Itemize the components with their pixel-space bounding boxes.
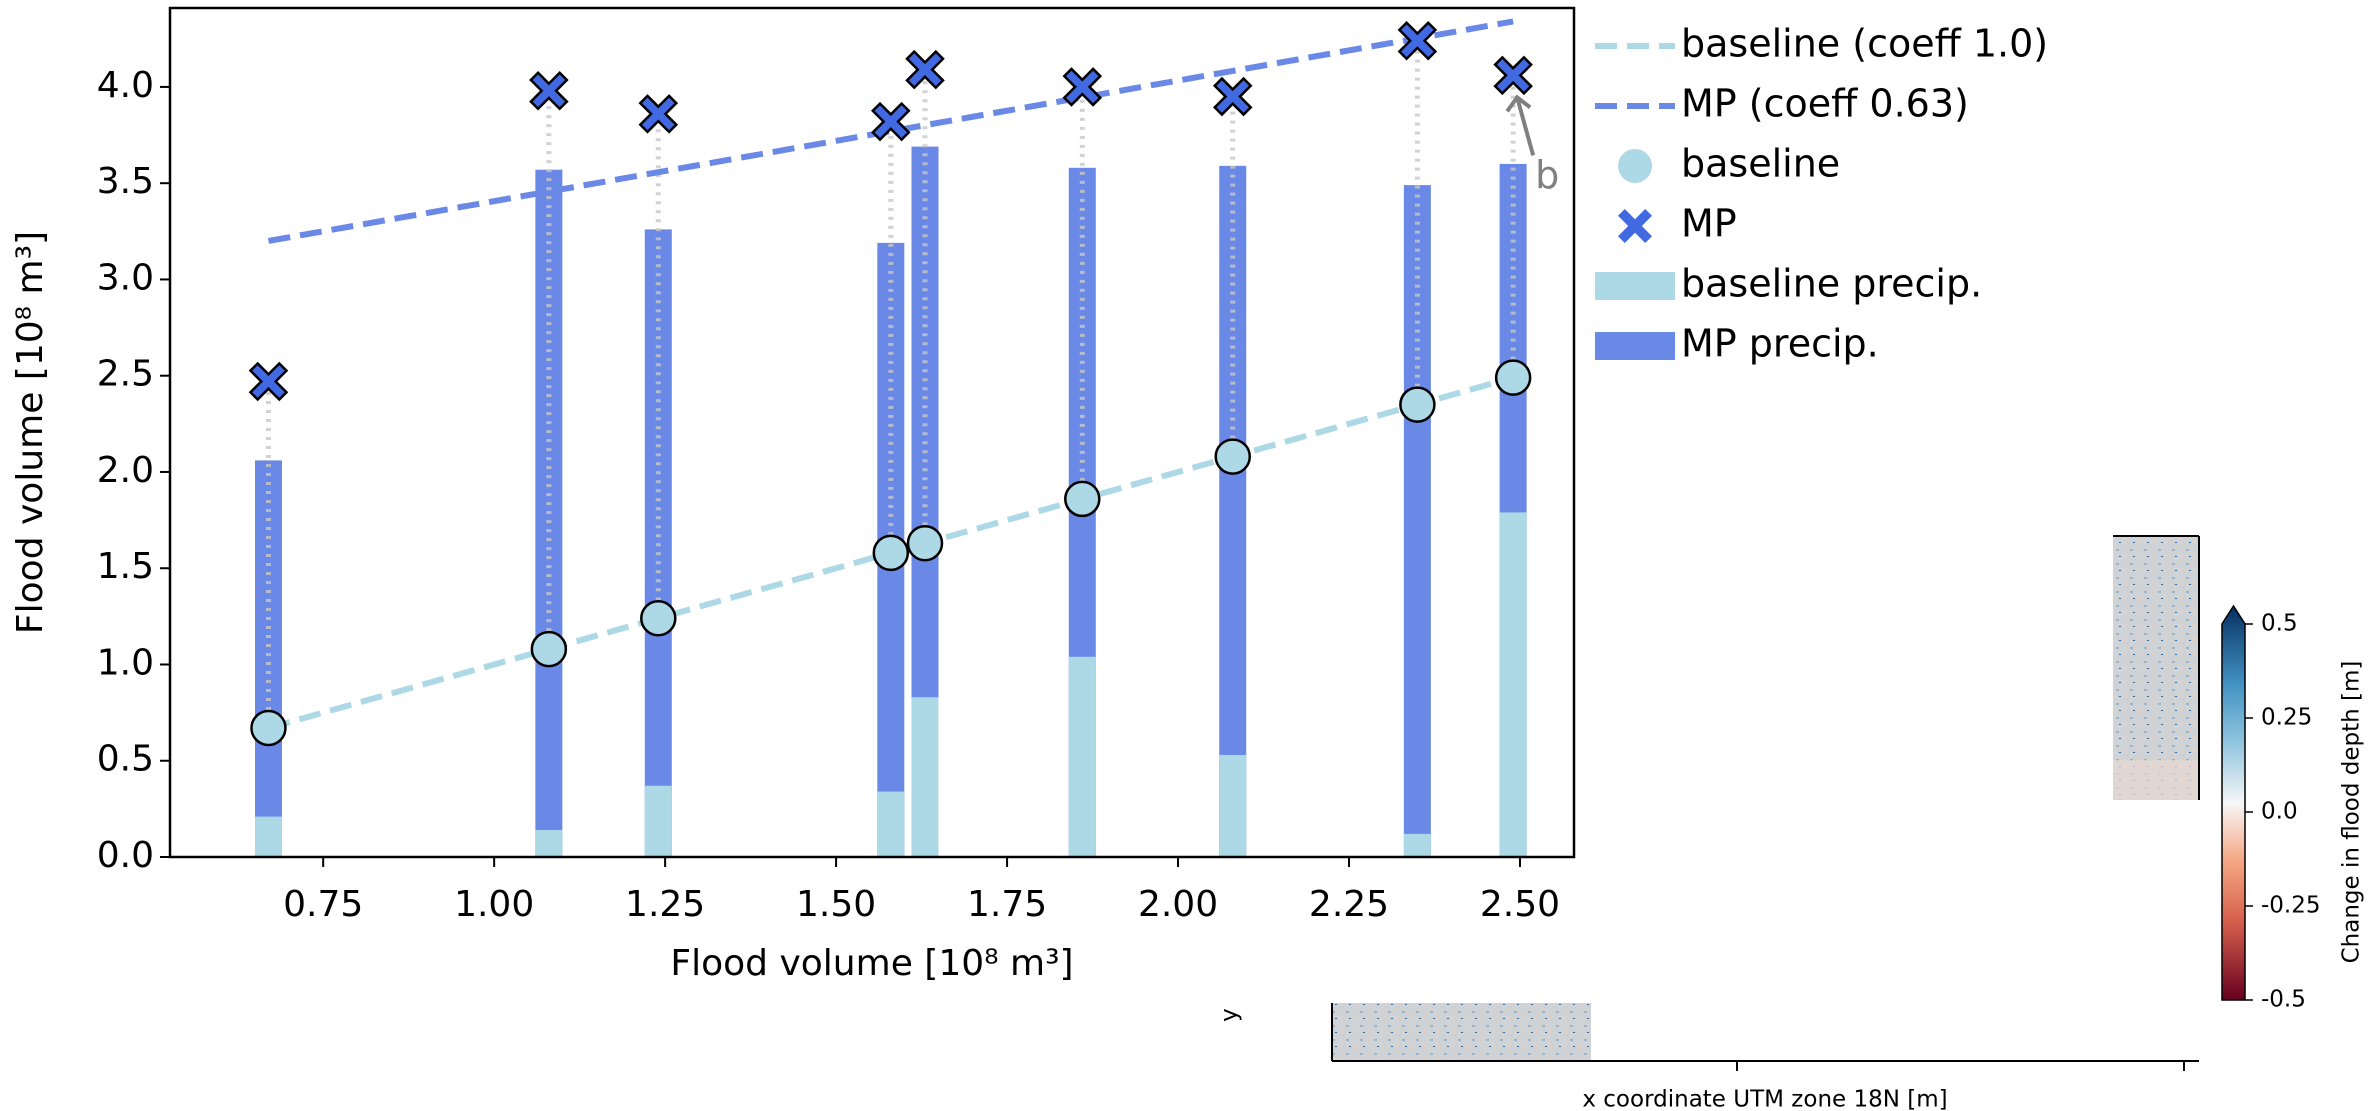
x-tick-label: 2.25 <box>1309 884 1389 925</box>
point <box>251 711 285 745</box>
point <box>908 526 942 560</box>
figure: x coordinate UTM zone 18N [m] y Change i… <box>0 0 2374 1111</box>
point <box>641 601 675 635</box>
y-tick-label: 1.5 <box>97 546 154 587</box>
cross-marker <box>873 104 909 140</box>
annotation: b <box>1535 153 1559 197</box>
y-axis-label: Flood volume [10⁸ m³] <box>10 231 51 634</box>
colorbar-label: Change in flood depth [m] <box>2339 661 2365 964</box>
bar <box>1219 166 1246 857</box>
point <box>1400 388 1434 422</box>
bar <box>255 817 282 857</box>
y-tick-label: 3.0 <box>97 257 154 298</box>
legend-label: baseline (coeff 1.0) <box>1681 22 2048 66</box>
y-tick-label: 4.0 <box>97 65 154 106</box>
x-tick-label: 1.25 <box>625 884 705 925</box>
y-tick-label: 2.5 <box>97 354 154 395</box>
bar <box>645 229 672 857</box>
bar <box>645 786 672 857</box>
bar <box>877 792 904 857</box>
legend-label: MP <box>1681 202 1737 246</box>
map-x-label: x coordinate UTM zone 18N [m] <box>1582 1087 1947 1111</box>
legend-label: MP (coeff 0.63) <box>1681 82 1969 126</box>
bar <box>912 697 939 857</box>
x-tick-label: 1.75 <box>967 884 1047 925</box>
point <box>1216 440 1250 474</box>
legend-label: baseline precip. <box>1681 262 1982 306</box>
point <box>532 632 566 666</box>
cross-marker <box>640 96 676 132</box>
point <box>1065 482 1099 516</box>
legend-label: baseline <box>1681 142 1840 186</box>
legend-label: MP precip. <box>1681 322 1879 366</box>
map-image <box>2113 760 2199 800</box>
colorbar-tick-label: 0.0 <box>2261 799 2298 825</box>
legend-marker <box>1595 272 1675 300</box>
cross-marker <box>1064 69 1100 105</box>
point <box>1496 361 1530 395</box>
colorbar-tick-label: 0.5 <box>2261 611 2298 637</box>
colorbar-tick-label: -0.25 <box>2261 893 2321 919</box>
y-tick-label: 1.0 <box>97 642 154 683</box>
legend-marker <box>1595 332 1675 360</box>
colorbar-tick-label: 0.25 <box>2261 705 2312 731</box>
y-tick-label: 2.0 <box>97 450 154 491</box>
bar <box>535 830 562 857</box>
x-tick-label: 2.00 <box>1138 884 1218 925</box>
x-axis-label: Flood volume [10⁸ m³] <box>670 943 1073 984</box>
bar <box>1069 657 1096 857</box>
point <box>874 536 908 570</box>
cross-marker <box>1215 79 1251 115</box>
y-tick-label: 0.5 <box>97 739 154 780</box>
y-tick-label: 0.0 <box>97 835 154 876</box>
colorbar-tick-label: -0.5 <box>2261 987 2306 1013</box>
x-tick-label: 2.50 <box>1480 884 1560 925</box>
colorbar <box>2222 606 2245 1000</box>
cross-marker <box>531 73 567 109</box>
bar <box>1404 834 1431 857</box>
bar <box>1219 755 1246 857</box>
legend-marker <box>1618 209 1652 243</box>
legend-marker <box>1618 149 1652 183</box>
map-y-label: y <box>1217 1008 1243 1022</box>
x-tick-label: 1.00 <box>454 884 534 925</box>
y-tick-label: 3.5 <box>97 161 154 202</box>
annotation-arrow <box>1507 97 1533 155</box>
bar <box>1500 512 1527 857</box>
map-image <box>1332 1003 1591 1061</box>
plot-area <box>250 21 1533 857</box>
x-tick-label: 0.75 <box>283 884 363 925</box>
x-tick-label: 1.50 <box>796 884 876 925</box>
